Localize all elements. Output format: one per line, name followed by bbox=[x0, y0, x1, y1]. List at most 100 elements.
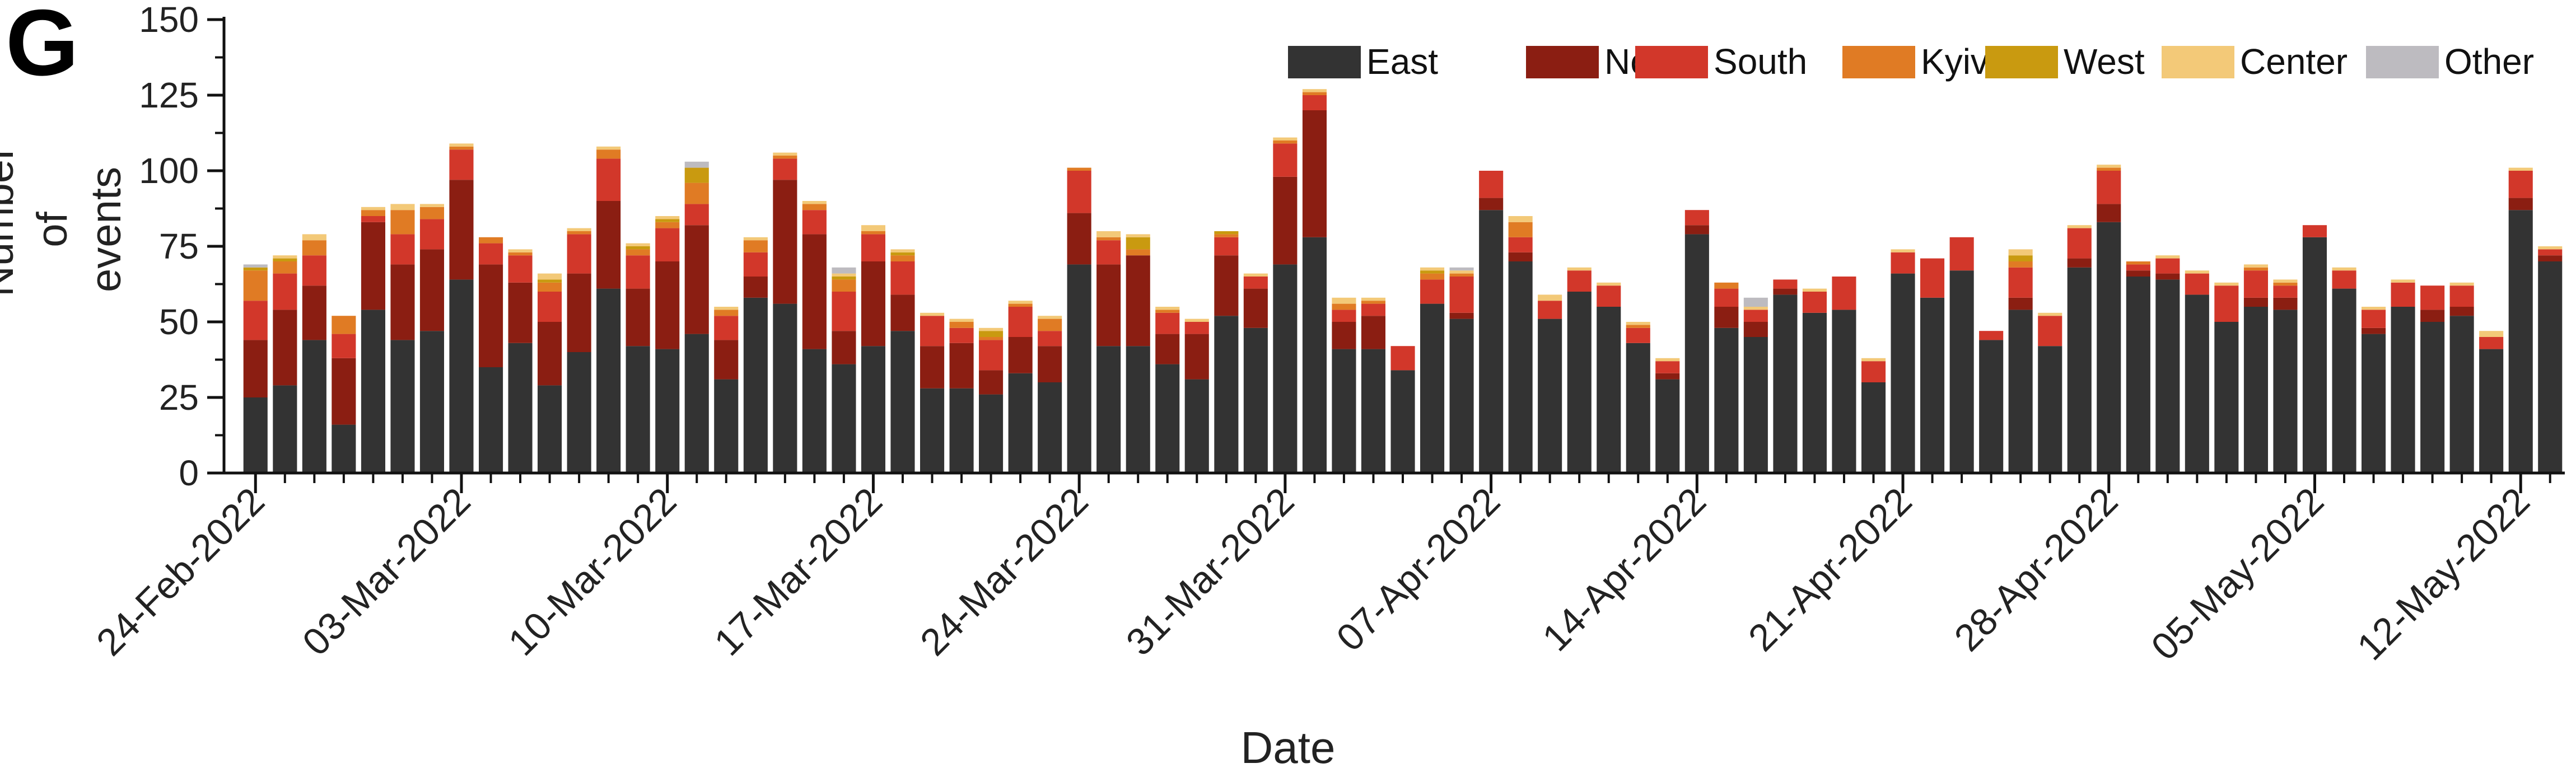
bar-west-14 bbox=[655, 219, 680, 222]
bar-east-58 bbox=[1949, 270, 1974, 473]
bar-kyiv-7 bbox=[449, 146, 474, 150]
bar-center-65 bbox=[2155, 255, 2180, 259]
bar-east-23 bbox=[920, 388, 945, 473]
bar-south-63 bbox=[2097, 171, 2121, 204]
bar-east-45 bbox=[1567, 292, 1592, 473]
bar-east-35 bbox=[1273, 264, 1298, 473]
bar-center-17 bbox=[743, 237, 768, 241]
bar-south-20 bbox=[832, 292, 856, 331]
bar-center-40 bbox=[1420, 267, 1445, 271]
legend-label-south: South bbox=[1714, 41, 1807, 82]
bar-kyiv-64 bbox=[2126, 261, 2150, 265]
bar-south-12 bbox=[596, 158, 621, 201]
bar-east-8 bbox=[479, 367, 503, 473]
bar-south-71 bbox=[2332, 270, 2356, 289]
bar-east-47 bbox=[1626, 343, 1650, 473]
legend-label-west: West bbox=[2064, 41, 2145, 82]
bar-east-51 bbox=[1743, 337, 1768, 473]
bar-west-60 bbox=[2008, 255, 2033, 261]
bar-south-77 bbox=[2508, 171, 2533, 198]
bar-south-33 bbox=[1214, 237, 1239, 256]
bar-south-24 bbox=[949, 327, 974, 343]
bar-center-75 bbox=[2449, 282, 2474, 286]
bar-south-74 bbox=[2420, 285, 2445, 310]
bar-center-1 bbox=[273, 255, 297, 259]
bar-center-77 bbox=[2508, 167, 2533, 171]
bar-south-66 bbox=[2185, 273, 2209, 295]
bar-center-60 bbox=[2008, 249, 2033, 256]
bar-north-32 bbox=[1184, 334, 1209, 380]
bar-west-10 bbox=[538, 279, 562, 283]
bar-center-29 bbox=[1096, 231, 1121, 237]
bar-south-9 bbox=[508, 255, 533, 283]
bar-kyiv-17 bbox=[743, 240, 768, 252]
bar-south-53 bbox=[1802, 292, 1827, 313]
bar-kyiv-9 bbox=[508, 252, 533, 256]
bar-north-22 bbox=[890, 294, 915, 331]
bar-center-27 bbox=[1038, 316, 1062, 319]
bar-south-7 bbox=[449, 149, 474, 180]
bar-east-44 bbox=[1538, 319, 1562, 473]
bar-north-3 bbox=[332, 358, 356, 425]
bar-north-20 bbox=[832, 331, 856, 364]
bar-south-45 bbox=[1567, 270, 1592, 292]
bar-other-51 bbox=[1743, 297, 1768, 307]
bar-north-18 bbox=[773, 180, 797, 304]
bar-east-63 bbox=[2097, 222, 2121, 473]
bar-kyiv-6 bbox=[419, 207, 444, 219]
bar-east-42 bbox=[1479, 210, 1504, 473]
bar-north-1 bbox=[273, 310, 297, 386]
bar-center-69 bbox=[2273, 279, 2298, 283]
bar-north-13 bbox=[626, 288, 650, 346]
bar-east-34 bbox=[1243, 327, 1268, 473]
bar-center-4 bbox=[361, 207, 385, 210]
bar-south-69 bbox=[2273, 285, 2298, 298]
bar-east-32 bbox=[1184, 379, 1209, 473]
bar-south-72 bbox=[2362, 310, 2386, 328]
bar-east-21 bbox=[861, 346, 885, 473]
bar-kyiv-13 bbox=[626, 249, 650, 256]
bar-north-42 bbox=[1479, 198, 1504, 210]
bar-kyiv-20 bbox=[832, 279, 856, 292]
bar-kyiv-4 bbox=[361, 210, 385, 216]
bar-east-55 bbox=[1861, 382, 1886, 473]
bar-center-11 bbox=[567, 228, 591, 231]
bar-north-68 bbox=[2243, 297, 2268, 307]
bar-center-16 bbox=[714, 307, 739, 310]
bar-center-55 bbox=[1861, 358, 1886, 362]
bar-center-22 bbox=[890, 249, 915, 252]
bar-south-37 bbox=[1332, 310, 1356, 322]
bar-east-46 bbox=[1597, 307, 1621, 473]
bar-center-62 bbox=[2067, 225, 2092, 228]
bar-center-71 bbox=[2332, 267, 2356, 271]
bar-center-21 bbox=[861, 225, 885, 231]
bar-east-9 bbox=[508, 343, 533, 473]
bar-south-65 bbox=[2155, 258, 2180, 274]
bar-center-56 bbox=[1891, 249, 1915, 252]
bar-south-4 bbox=[361, 216, 385, 222]
bar-west-0 bbox=[243, 267, 268, 271]
bar-west-33 bbox=[1214, 231, 1239, 235]
bar-kyiv-63 bbox=[2097, 167, 2121, 171]
bar-south-16 bbox=[714, 316, 739, 340]
bar-north-34 bbox=[1243, 288, 1268, 328]
bar-north-41 bbox=[1449, 312, 1474, 319]
bar-west-40 bbox=[1420, 270, 1445, 274]
bar-kyiv-31 bbox=[1155, 310, 1180, 313]
bar-east-61 bbox=[2038, 346, 2062, 473]
bar-west-1 bbox=[273, 258, 297, 261]
legend-swatch-other bbox=[2366, 46, 2439, 78]
bar-east-33 bbox=[1214, 316, 1239, 473]
bar-center-73 bbox=[2391, 279, 2415, 283]
bar-south-64 bbox=[2126, 264, 2150, 271]
bar-north-15 bbox=[684, 225, 709, 334]
legend-swatch-center bbox=[2162, 46, 2234, 78]
bar-north-65 bbox=[2155, 273, 2180, 280]
bar-north-21 bbox=[861, 261, 885, 346]
bar-north-26 bbox=[1008, 337, 1033, 373]
bar-south-70 bbox=[2302, 225, 2327, 237]
bar-south-73 bbox=[2391, 282, 2415, 307]
bar-kyiv-1 bbox=[273, 261, 297, 274]
bar-south-15 bbox=[684, 204, 709, 226]
